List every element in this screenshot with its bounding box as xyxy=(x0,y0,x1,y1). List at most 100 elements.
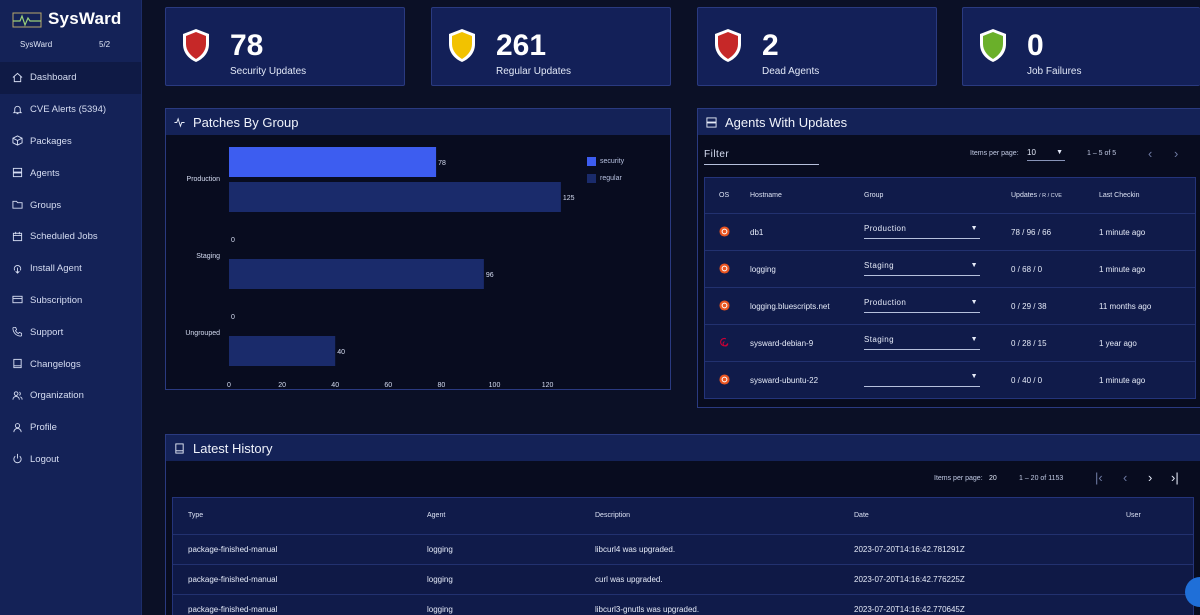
next-page-button[interactable]: › xyxy=(1174,146,1179,161)
group-select[interactable]: Staging ▼ xyxy=(864,335,980,350)
items-per-page-label: Items per page: xyxy=(934,475,983,482)
shield-icon xyxy=(980,29,1006,62)
panel-header: Latest History xyxy=(166,435,1200,461)
previous-page-button[interactable]: ‹ xyxy=(1148,146,1153,161)
hostname-cell[interactable]: sysward-ubuntu-22 xyxy=(750,376,819,385)
sidebar-item-label: CVE Alerts (5394) xyxy=(30,104,107,116)
date-cell: 2023-07-20T14:16:42.776225Z xyxy=(854,575,965,584)
group-select[interactable]: ▼ xyxy=(864,372,980,387)
hostname-cell[interactable]: db1 xyxy=(750,228,764,237)
sidebar-item-agents[interactable]: Agents xyxy=(0,157,141,189)
table-row[interactable]: sysward-ubuntu-22 ▼ 0 / 40 / 0 1 minute … xyxy=(705,361,1195,398)
previous-page-button[interactable]: ‹ xyxy=(1123,470,1128,485)
hostname-cell[interactable]: sysward-debian-9 xyxy=(750,339,814,348)
items-per-page-select[interactable]: 10 ▼ xyxy=(1027,148,1065,161)
table-row[interactable]: sysward-debian-9 Staging ▼ 0 / 28 / 15 1 … xyxy=(705,324,1195,361)
activity-icon xyxy=(174,116,185,128)
legend-security[interactable]: security xyxy=(587,157,624,166)
org-count: 5/2 xyxy=(99,40,111,49)
col-header-agent: Agent xyxy=(427,512,446,519)
sidebar-item-support[interactable]: Support xyxy=(0,316,141,348)
brand[interactable]: SysWard xyxy=(12,8,137,32)
col-header-description: Description xyxy=(595,512,631,519)
hostname-cell[interactable]: logging xyxy=(750,265,776,274)
group-select[interactable]: Staging ▼ xyxy=(864,261,980,276)
last-page-button[interactable]: ›| xyxy=(1171,470,1179,485)
stat-value: 78 xyxy=(230,29,264,62)
table-row[interactable]: package-finished-manual logging curl was… xyxy=(173,564,1193,594)
server-icon xyxy=(706,116,717,128)
col-header-updates-sub: / R / CVE xyxy=(1039,193,1062,199)
col-header-last-checkin: Last Checkin xyxy=(1099,192,1140,199)
hostname-cell[interactable]: logging.bluescripts.net xyxy=(750,302,830,311)
filter-underline xyxy=(704,164,819,165)
sidebar-item-packages[interactable]: Packages xyxy=(0,126,141,158)
sidebar-item-label: Install Agent xyxy=(30,263,82,275)
chat-launcher-button[interactable] xyxy=(1185,577,1200,607)
type-cell: package-finished-manual xyxy=(188,575,278,584)
table-row[interactable]: logging.bluescripts.net Production ▼ 0 / … xyxy=(705,287,1195,324)
stat-card-security-updates[interactable]: 78 Security Updates xyxy=(165,7,405,86)
stat-value: 261 xyxy=(496,29,547,62)
sidebar-item-label: Dashboard xyxy=(30,72,77,84)
items-per-page-select[interactable]: 20 xyxy=(989,475,997,482)
chevron-down-icon: ▼ xyxy=(970,373,978,380)
data-label: 125 xyxy=(563,195,575,202)
category-label: Production xyxy=(187,176,221,183)
sidebar-item-label: Changelogs xyxy=(30,358,81,370)
first-page-button[interactable]: |‹ xyxy=(1095,470,1103,485)
group-value: Production xyxy=(864,298,907,307)
filter-input[interactable]: Filter xyxy=(704,149,730,160)
sidebar-item-install-agent[interactable]: Install Agent xyxy=(0,253,141,285)
next-page-button[interactable]: › xyxy=(1148,470,1153,485)
updates-cell: 0 / 28 / 15 xyxy=(1011,339,1047,348)
data-label: 0 xyxy=(231,237,235,244)
last-checkin-cell: 1 minute ago xyxy=(1099,265,1146,274)
legend-swatch xyxy=(587,174,596,183)
x-tick-label: 80 xyxy=(438,382,446,389)
sidebar-item-subscription[interactable]: Subscription xyxy=(0,285,141,317)
folder-icon xyxy=(12,199,24,211)
last-checkin-cell: 1 minute ago xyxy=(1099,376,1146,385)
sidebar-item-changelogs[interactable]: Changelogs xyxy=(0,348,141,380)
table-row[interactable]: package-finished-manual logging libcurl4… xyxy=(173,534,1193,564)
stat-card-job-failures[interactable]: 0 Job Failures xyxy=(962,7,1200,86)
org-name: SysWard xyxy=(20,40,53,49)
sidebar-item-cve-alerts[interactable]: CVE Alerts (5394) xyxy=(0,94,141,126)
stat-card-dead-agents[interactable]: 2 Dead Agents xyxy=(697,7,937,86)
agent-cell: logging xyxy=(427,605,453,614)
table-row[interactable]: package-finished-manual logging libcurl3… xyxy=(173,594,1193,615)
description-cell: curl was upgraded. xyxy=(595,575,663,584)
table-row[interactable]: db1 Production ▼ 78 / 96 / 66 1 minute ag… xyxy=(705,213,1195,250)
data-label: 0 xyxy=(231,314,235,321)
box-icon xyxy=(12,135,24,147)
group-value: Staging xyxy=(864,261,894,270)
sidebar-item-label: Organization xyxy=(30,390,84,402)
table-row[interactable]: logging Staging ▼ 0 / 68 / 0 1 minute ago xyxy=(705,250,1195,287)
col-header-date: Date xyxy=(854,512,869,519)
sidebar-item-label: Agents xyxy=(30,167,60,179)
sidebar-item-logout[interactable]: Logout xyxy=(0,444,141,476)
x-tick-label: 100 xyxy=(489,382,501,389)
description-cell: libcurl3-gnutls was upgraded. xyxy=(595,605,700,614)
server-icon xyxy=(12,167,24,179)
sidebar-item-profile[interactable]: Profile xyxy=(0,412,141,444)
sidebar-item-scheduled-jobs[interactable]: Scheduled Jobs xyxy=(0,221,141,253)
group-select[interactable]: Production ▼ xyxy=(864,224,980,239)
sidebar-item-dashboard[interactable]: Dashboard xyxy=(0,62,141,94)
last-checkin-cell: 1 year ago xyxy=(1099,339,1137,348)
legend-label: security xyxy=(600,158,625,165)
sidebar-item-groups[interactable]: Groups xyxy=(0,189,141,221)
group-select[interactable]: Production ▼ xyxy=(864,298,980,313)
bar-regular xyxy=(229,182,561,212)
legend-regular[interactable]: regular xyxy=(587,174,622,183)
category-label: Staging xyxy=(196,253,220,260)
x-tick-label: 60 xyxy=(384,382,392,389)
sidebar: SysWard SysWard 5/2 Dashboard CVE Alerts… xyxy=(0,0,142,615)
data-label: 40 xyxy=(337,349,345,356)
col-header-hostname: Hostname xyxy=(750,192,782,199)
data-label: 96 xyxy=(486,272,494,279)
ubuntu-icon xyxy=(719,263,730,274)
sidebar-item-organization[interactable]: Organization xyxy=(0,380,141,412)
stat-card-regular-updates[interactable]: 261 Regular Updates xyxy=(431,7,671,86)
